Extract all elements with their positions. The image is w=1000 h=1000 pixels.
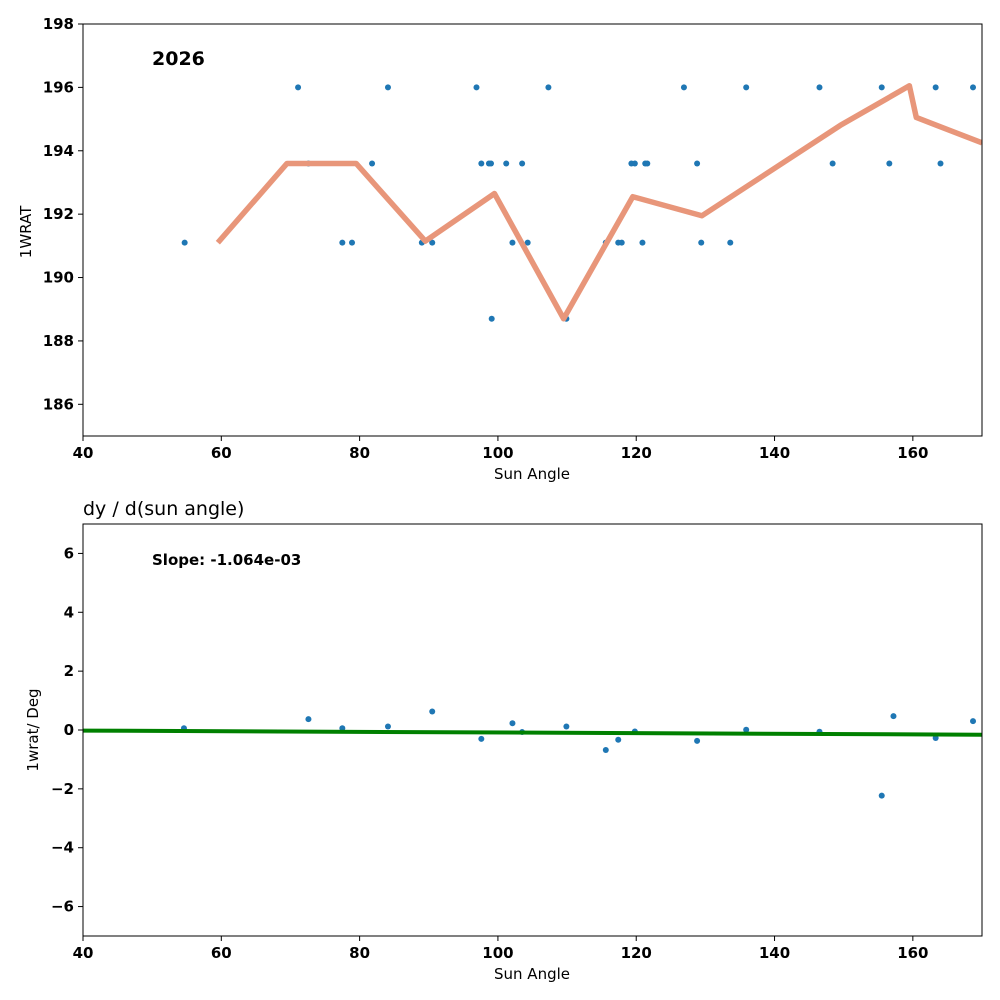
- data-point: [384, 723, 391, 730]
- data-point: [644, 160, 651, 167]
- plot-frame: [82, 23, 983, 437]
- data-point: [563, 723, 570, 730]
- x-tick-label: 40: [73, 444, 94, 462]
- fit-line: [83, 728, 982, 737]
- data-point: [816, 84, 823, 91]
- data-point: [478, 160, 485, 167]
- y-tick-label: 0: [64, 721, 74, 739]
- x-tick-label: 80: [349, 944, 370, 962]
- data-point: [369, 160, 376, 167]
- data-point: [429, 239, 436, 246]
- year-annotation: 2026: [152, 48, 205, 70]
- x-tick-label: 140: [759, 444, 790, 462]
- trend-line: [215, 83, 982, 322]
- data-point: [694, 737, 701, 744]
- data-point: [631, 160, 638, 167]
- data-point: [295, 84, 302, 91]
- x-tick-label: 100: [482, 944, 513, 962]
- x-tick-label: 120: [621, 944, 652, 962]
- data-point: [727, 239, 734, 246]
- panel-1wrat: 2026 Sun Angle 1WRAT 40 60 80 100 120 140 160 1…: [17, 15, 983, 483]
- data-point: [602, 747, 609, 754]
- data-point: [618, 239, 625, 246]
- x-tick-label: 60: [211, 444, 232, 462]
- x-tick-label: 40: [73, 944, 94, 962]
- data-point: [639, 239, 646, 246]
- y-axis-label: 1WRAT: [17, 205, 35, 258]
- data-point: [509, 239, 516, 246]
- data-point: [349, 239, 356, 246]
- data-point: [878, 84, 885, 91]
- x-tick-label: 80: [349, 444, 370, 462]
- data-point: [339, 239, 346, 246]
- x-tick-label: 120: [621, 444, 652, 462]
- data-point: [829, 160, 836, 167]
- y-tick-label: 4: [64, 603, 74, 621]
- x-tick-label: 160: [897, 444, 928, 462]
- data-point: [478, 735, 485, 742]
- data-point: [339, 725, 346, 732]
- plot-area: [181, 83, 982, 322]
- y-tick-label: −4: [51, 839, 74, 857]
- data-point: [743, 84, 750, 91]
- y-tick-label: −6: [51, 898, 74, 916]
- data-point: [680, 84, 687, 91]
- data-point: [970, 718, 977, 725]
- x-tick-label: 160: [897, 944, 928, 962]
- data-point: [519, 160, 526, 167]
- data-point: [932, 84, 939, 91]
- x-tick-label: 60: [211, 944, 232, 962]
- data-point: [503, 160, 510, 167]
- data-point: [305, 716, 312, 723]
- data-point: [698, 239, 705, 246]
- data-point: [694, 160, 701, 167]
- y-tick-label: 192: [43, 205, 74, 223]
- panel-derivative: dy / d(sun angle) Slope: -1.064e-03 Sun …: [24, 498, 983, 983]
- slope-annotation: Slope: -1.064e-03: [152, 551, 301, 569]
- y-tick-label: 190: [43, 269, 74, 287]
- x-tick-label: 100: [482, 444, 513, 462]
- data-point: [890, 713, 897, 720]
- data-point: [886, 160, 893, 167]
- y-tick-label: 6: [64, 544, 74, 562]
- data-point: [488, 160, 495, 167]
- y-tick-label: 194: [43, 142, 74, 160]
- data-point: [181, 239, 188, 246]
- y-axis-label: 1wrat/ Deg: [24, 688, 42, 771]
- y-tick-label: 188: [43, 332, 74, 350]
- plot-area: [83, 708, 982, 799]
- data-point: [524, 239, 531, 246]
- panel-title: dy / d(sun angle): [83, 498, 244, 520]
- y-tick-label: 2: [64, 662, 74, 680]
- data-point: [878, 792, 885, 799]
- y-tick-label: 198: [43, 15, 74, 33]
- y-tick-label: 186: [43, 395, 74, 413]
- data-point: [615, 736, 622, 743]
- y-tick-label: 196: [43, 78, 74, 96]
- data-point: [429, 708, 436, 715]
- data-point: [384, 84, 391, 91]
- data-point: [743, 726, 750, 733]
- data-point: [970, 84, 977, 91]
- data-point: [545, 84, 552, 91]
- data-point: [473, 84, 480, 91]
- data-point: [937, 160, 944, 167]
- x-axis-label: Sun Angle: [494, 465, 570, 483]
- y-tick-label: −2: [51, 780, 74, 798]
- data-point: [509, 720, 516, 727]
- data-point: [488, 315, 495, 322]
- x-tick-label: 140: [759, 944, 790, 962]
- x-axis-label: Sun Angle: [494, 965, 570, 983]
